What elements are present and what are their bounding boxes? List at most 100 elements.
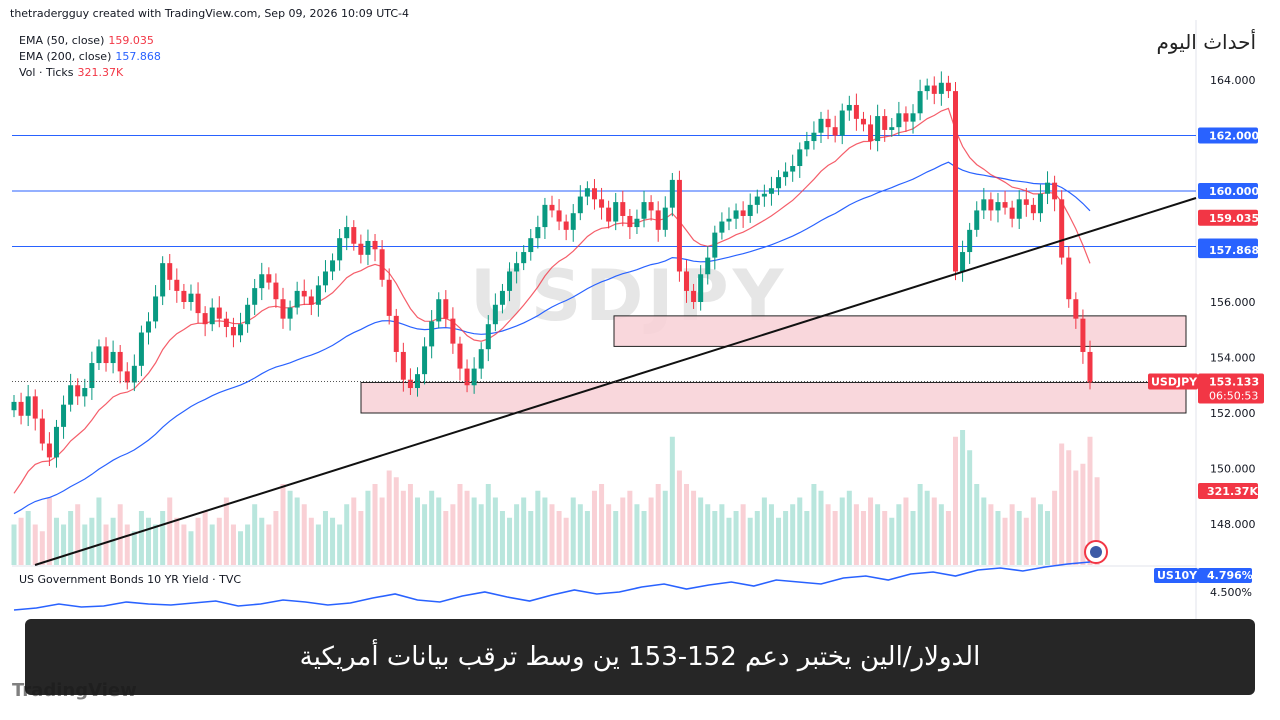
volume-bar — [599, 484, 605, 565]
candle-body — [32, 396, 38, 419]
volume-bar — [223, 497, 229, 565]
candle-body — [507, 271, 513, 291]
volume-bar — [705, 504, 711, 565]
volume-bar — [662, 490, 668, 565]
candle-body — [82, 388, 88, 397]
volume-bar — [301, 504, 307, 565]
candle-body — [669, 179, 675, 208]
candle-body — [386, 279, 392, 316]
volume-bar — [896, 504, 902, 565]
volume-bar — [337, 524, 343, 565]
volume-bar — [733, 511, 739, 565]
price-label-text: 157.868 — [1209, 244, 1259, 257]
event-flag-icon-inner — [1090, 546, 1102, 558]
candle-body — [1030, 204, 1036, 214]
volume-bar — [216, 517, 222, 565]
candle-body — [591, 188, 597, 200]
candle-body — [853, 104, 859, 119]
volume-bar — [46, 497, 52, 565]
candle-body — [684, 271, 689, 291]
volume-bar — [655, 484, 661, 565]
resistance-zone — [613, 315, 1187, 347]
candle-body — [238, 324, 244, 336]
candle-body — [266, 274, 272, 283]
volume-bar — [245, 524, 251, 565]
candle-body — [457, 343, 463, 369]
volume-bar — [825, 504, 831, 565]
volume-bar — [450, 504, 456, 565]
candle-body — [11, 401, 17, 411]
legend-ema200-value: 157.868 — [115, 50, 161, 63]
candle-body — [797, 149, 803, 167]
volume-bar — [230, 524, 236, 565]
candle-body — [174, 279, 180, 291]
volume-bar — [365, 490, 371, 565]
volume-bar — [684, 484, 689, 565]
candle-body — [464, 368, 470, 386]
candle-body — [783, 171, 789, 178]
volume-bar — [584, 511, 590, 565]
price-label-text: 160.000 — [1209, 185, 1259, 198]
candle-body — [124, 371, 130, 383]
volume-bar — [124, 524, 130, 565]
candle-body — [542, 204, 548, 228]
headline-text: الدولار/الين يختبر دعم 152-153 ين وسط تر… — [299, 642, 981, 672]
candle-body — [726, 218, 732, 222]
volume-bar — [485, 484, 491, 565]
legend-ema200[interactable]: EMA (200, close) 157.868 — [19, 50, 161, 63]
candle-body — [549, 204, 555, 211]
candle-body — [372, 240, 378, 250]
price-label-badge — [1198, 127, 1258, 144]
candle-body — [761, 193, 767, 197]
volume-bar — [556, 511, 562, 565]
volume-bar — [379, 497, 385, 565]
legend-volume[interactable]: Vol · Ticks 321.37K — [19, 66, 123, 79]
volume-bar — [882, 511, 888, 565]
price-axis-tick: 150.000 — [1210, 463, 1256, 476]
candle-body — [613, 202, 619, 222]
candle-body — [18, 401, 24, 416]
volume-bar — [436, 497, 442, 565]
candle-body — [53, 426, 59, 458]
volume-bar — [322, 511, 328, 565]
volume-bar — [195, 517, 201, 565]
volume-bar — [669, 436, 675, 565]
price-label-text: 162.000 — [1209, 130, 1259, 143]
volume-bar — [747, 517, 753, 565]
candle-body — [301, 290, 307, 297]
candle-body — [953, 91, 958, 272]
candle-body — [1045, 182, 1051, 194]
candle-body — [776, 177, 782, 189]
volume-bar — [11, 524, 17, 565]
headline-banner: الدولار/الين يختبر دعم 152-153 ين وسط تر… — [25, 619, 1255, 695]
volume-bar — [457, 484, 463, 565]
tradingview-logo: TradingView — [12, 680, 137, 701]
candle-body — [195, 293, 201, 314]
candle-body — [599, 199, 605, 208]
volume-bar — [875, 504, 881, 565]
candle-body — [1037, 193, 1043, 214]
candle-body — [740, 210, 746, 216]
candle-body — [896, 113, 902, 128]
price-label-badge — [1198, 209, 1258, 226]
volume-bar — [443, 511, 449, 565]
volume-bar — [32, 524, 38, 565]
candle-body — [188, 293, 194, 302]
volume-bar — [117, 504, 123, 565]
candle-body — [230, 326, 236, 336]
candle-body — [620, 202, 626, 216]
volume-bar — [995, 511, 1001, 565]
volume-bar — [492, 497, 498, 565]
candle-body — [407, 379, 413, 389]
candle-body — [379, 249, 385, 280]
candle-body — [1066, 257, 1072, 300]
price-axis-tick: 148.000 — [1210, 518, 1256, 531]
volume-bar — [68, 511, 74, 565]
legend-ema50[interactable]: EMA (50, close) 159.035 — [19, 34, 154, 47]
candle-body — [733, 210, 739, 219]
volume-bar — [853, 504, 859, 565]
candle-body — [818, 118, 824, 133]
volume-bar — [471, 497, 477, 565]
candle-body — [287, 307, 293, 319]
